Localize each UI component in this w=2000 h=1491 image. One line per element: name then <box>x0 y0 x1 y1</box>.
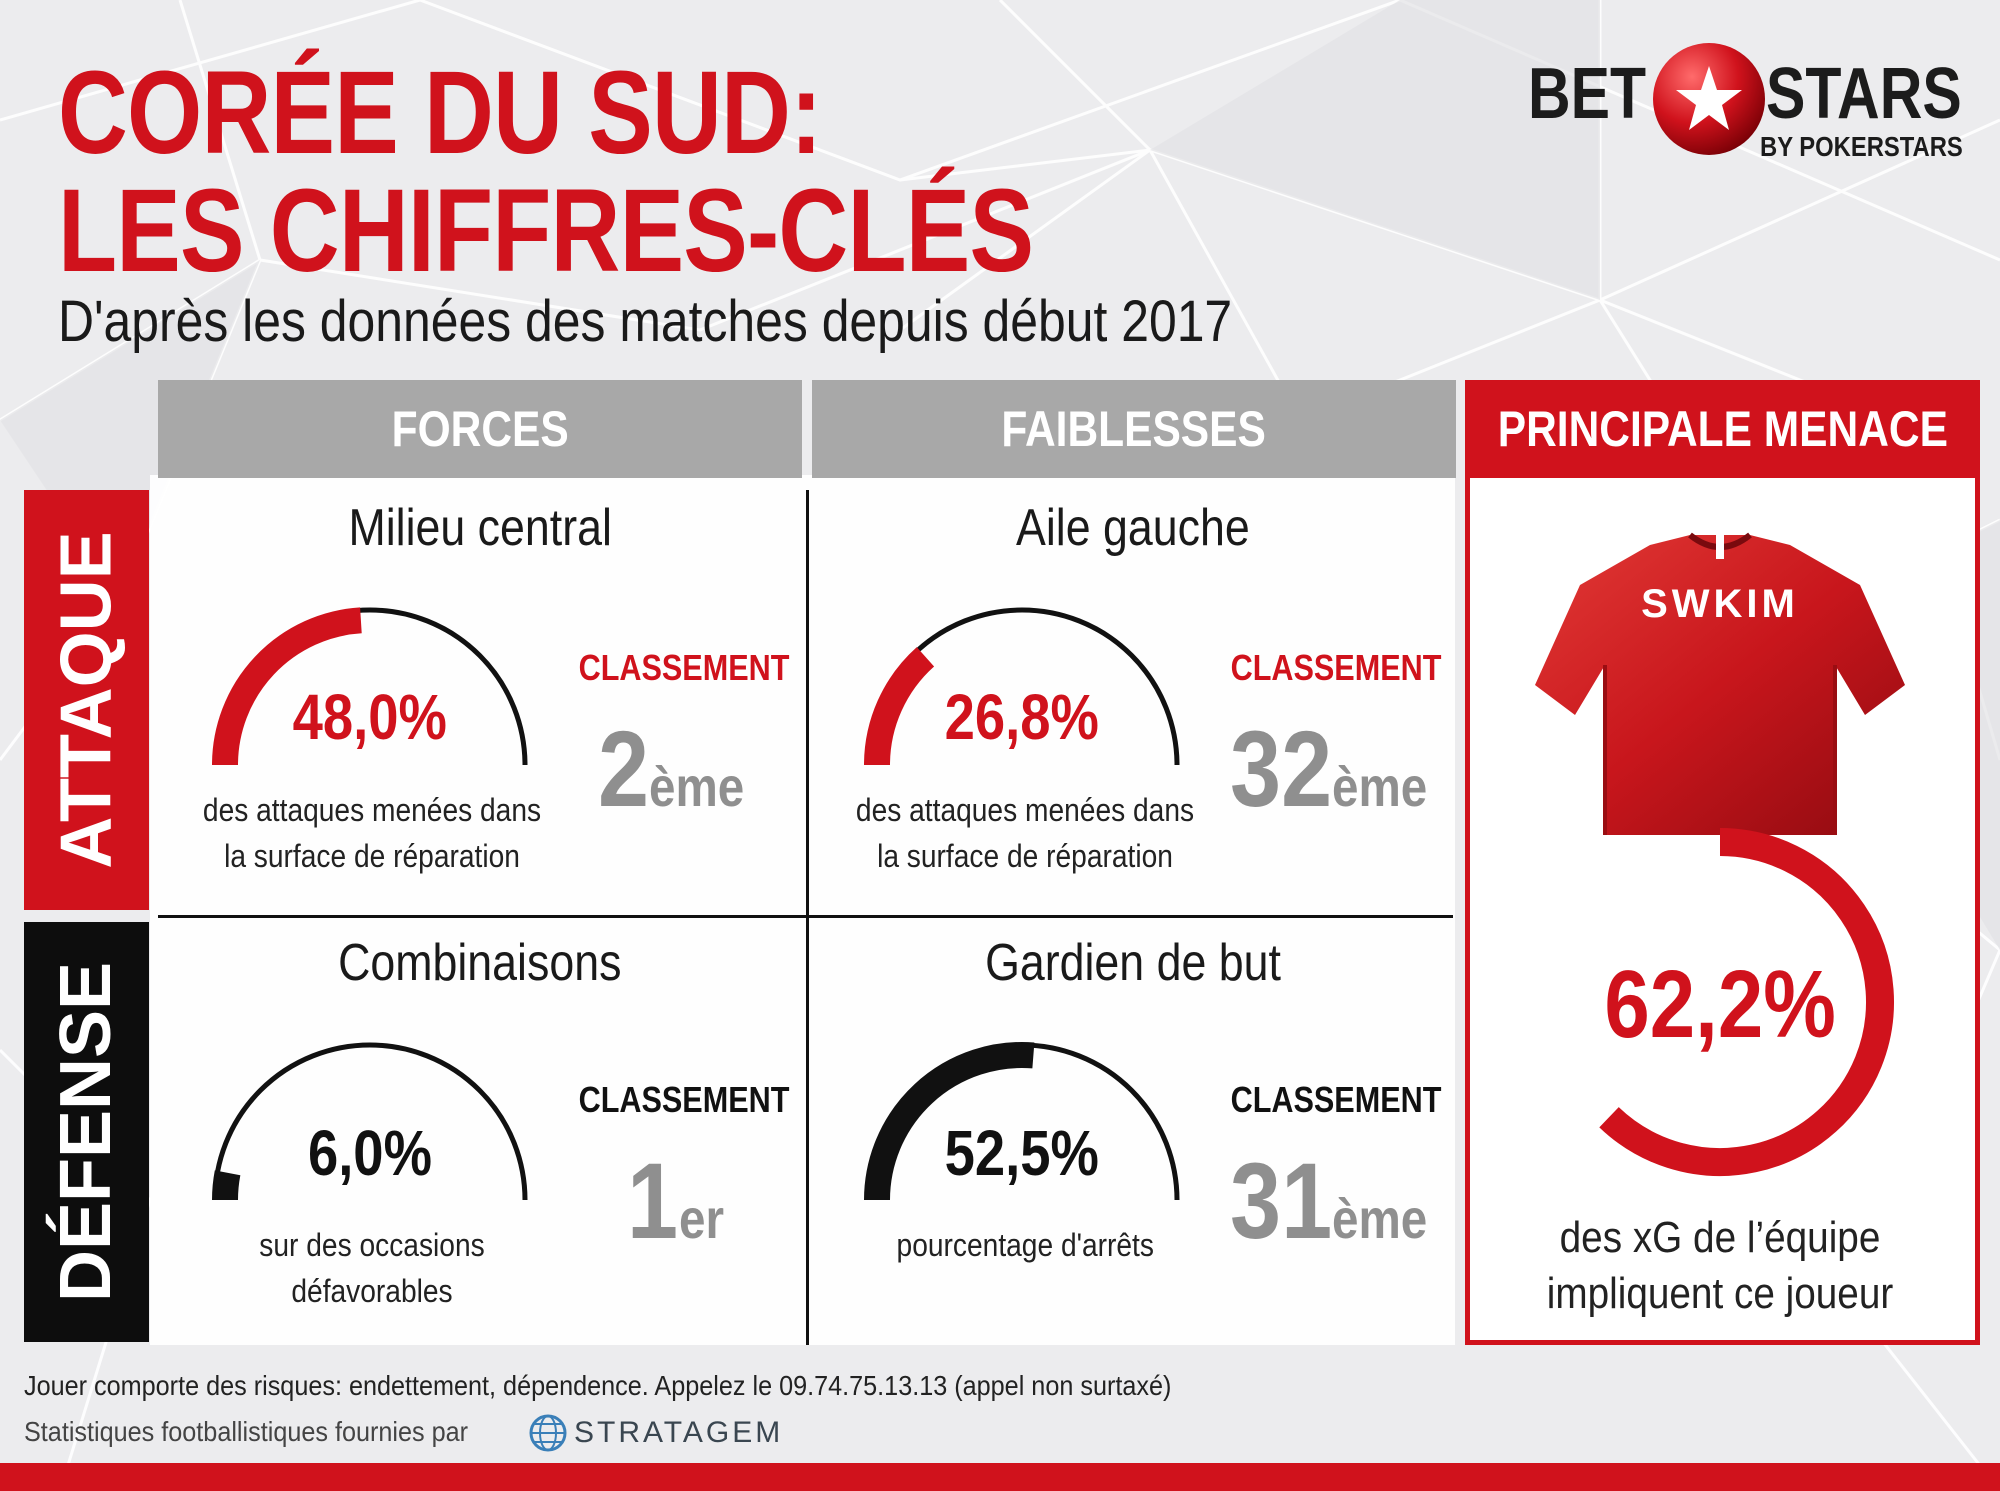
grid-divider-horizontal <box>158 915 1453 918</box>
gauge-aile-gauche <box>864 607 1180 766</box>
cell-title-gardien: Gardien de but <box>985 934 1281 992</box>
gauge-value-arc <box>864 647 935 766</box>
desc-aile-gauche: des attaques menées dans la surface de r… <box>855 792 1195 874</box>
gambling-disclaimer: Jouer comporte des risques: endettement,… <box>24 1370 1172 1401</box>
gauge-value-arc <box>212 607 362 766</box>
bottom-accent-bar <box>0 1463 2000 1491</box>
page-title-line1: CORÉE DU SUD: <box>58 47 822 179</box>
gauge-milieu-central <box>212 607 528 766</box>
menace-ring-gauge <box>1599 828 1894 1176</box>
rank-label-aile-gauche: CLASSEMENT <box>1230 647 1442 688</box>
value-aile-gauche: 26,8% <box>944 681 1100 753</box>
rank-milieu-central: 2ème <box>597 708 745 829</box>
menace-desc: des xG de l’équipe impliquent ce joueur <box>1546 1213 1894 1318</box>
row-label-defense: DÉFENSE <box>24 922 149 1342</box>
logo-tagline: BY POKERSTARS <box>1760 131 1963 162</box>
column-header-menace: PRINCIPALE MENACE <box>1465 380 1980 478</box>
stats-credit: Statistiques footballistiques fournies p… <box>24 1416 469 1447</box>
betstars-logo: BET STARS BY POKERSTARS <box>1520 40 1963 170</box>
desc-combinaisons: sur des occasions défavorables <box>259 1227 485 1309</box>
rank-label-milieu-central: CLASSEMENT <box>578 647 790 688</box>
logo-word-bet: BET <box>1528 54 1647 134</box>
column-header-faiblesses: FAIBLESSES <box>812 380 1456 478</box>
value-combinaisons: 6,0% <box>308 1117 432 1189</box>
gauge-value-arc <box>864 1042 1035 1201</box>
value-gardien: 52,5% <box>944 1117 1100 1189</box>
column-header-forces: FORCES <box>158 380 802 478</box>
value-milieu-central: 48,0% <box>292 681 448 753</box>
desc-gardien: pourcentage d'arrêts <box>896 1227 1154 1263</box>
menace-ring-arc <box>1599 828 1894 1176</box>
gauge-track <box>212 1042 528 1201</box>
logo-word-stars: STARS <box>1766 54 1962 134</box>
gauge-value-arc <box>212 1170 241 1201</box>
page-subtitle: D'après les données des matches depuis d… <box>58 289 1233 354</box>
stratagem-wordmark: STRATAGEM <box>574 1416 784 1449</box>
rank-label-combinaisons: CLASSEMENT <box>578 1079 790 1120</box>
desc-milieu-central: des attaques menées dans la surface de r… <box>202 792 542 874</box>
stats-panel <box>150 475 1455 1345</box>
gauge-gardien <box>864 1042 1180 1201</box>
cell-title-combinaisons: Combinaisons <box>338 934 622 992</box>
globe-icon <box>529 1414 567 1452</box>
row-label-attaque: ATTAQUE <box>24 490 149 910</box>
logo-ball-icon <box>1653 43 1765 155</box>
shirt-name: SWKIM <box>1641 582 1799 626</box>
rank-combinaisons: 1er <box>627 1140 724 1261</box>
cell-title-aile-gauche: Aile gauche <box>1016 499 1250 557</box>
stratagem-logo: STRATAGEM <box>528 1410 783 1456</box>
rank-aile-gauche: 32ème <box>1230 708 1428 829</box>
player-shirt-image: SWKIM <box>1535 531 1905 835</box>
cell-title-milieu-central: Milieu central <box>348 499 612 557</box>
rank-label-gardien: CLASSEMENT <box>1230 1079 1442 1120</box>
menace-value: 62,2% <box>1604 951 1836 1058</box>
gauge-combinaisons <box>212 1042 528 1201</box>
page-title-line2: LES CHIFFRES-CLÉS <box>58 165 1034 297</box>
rank-gardien: 31ème <box>1230 1140 1428 1261</box>
